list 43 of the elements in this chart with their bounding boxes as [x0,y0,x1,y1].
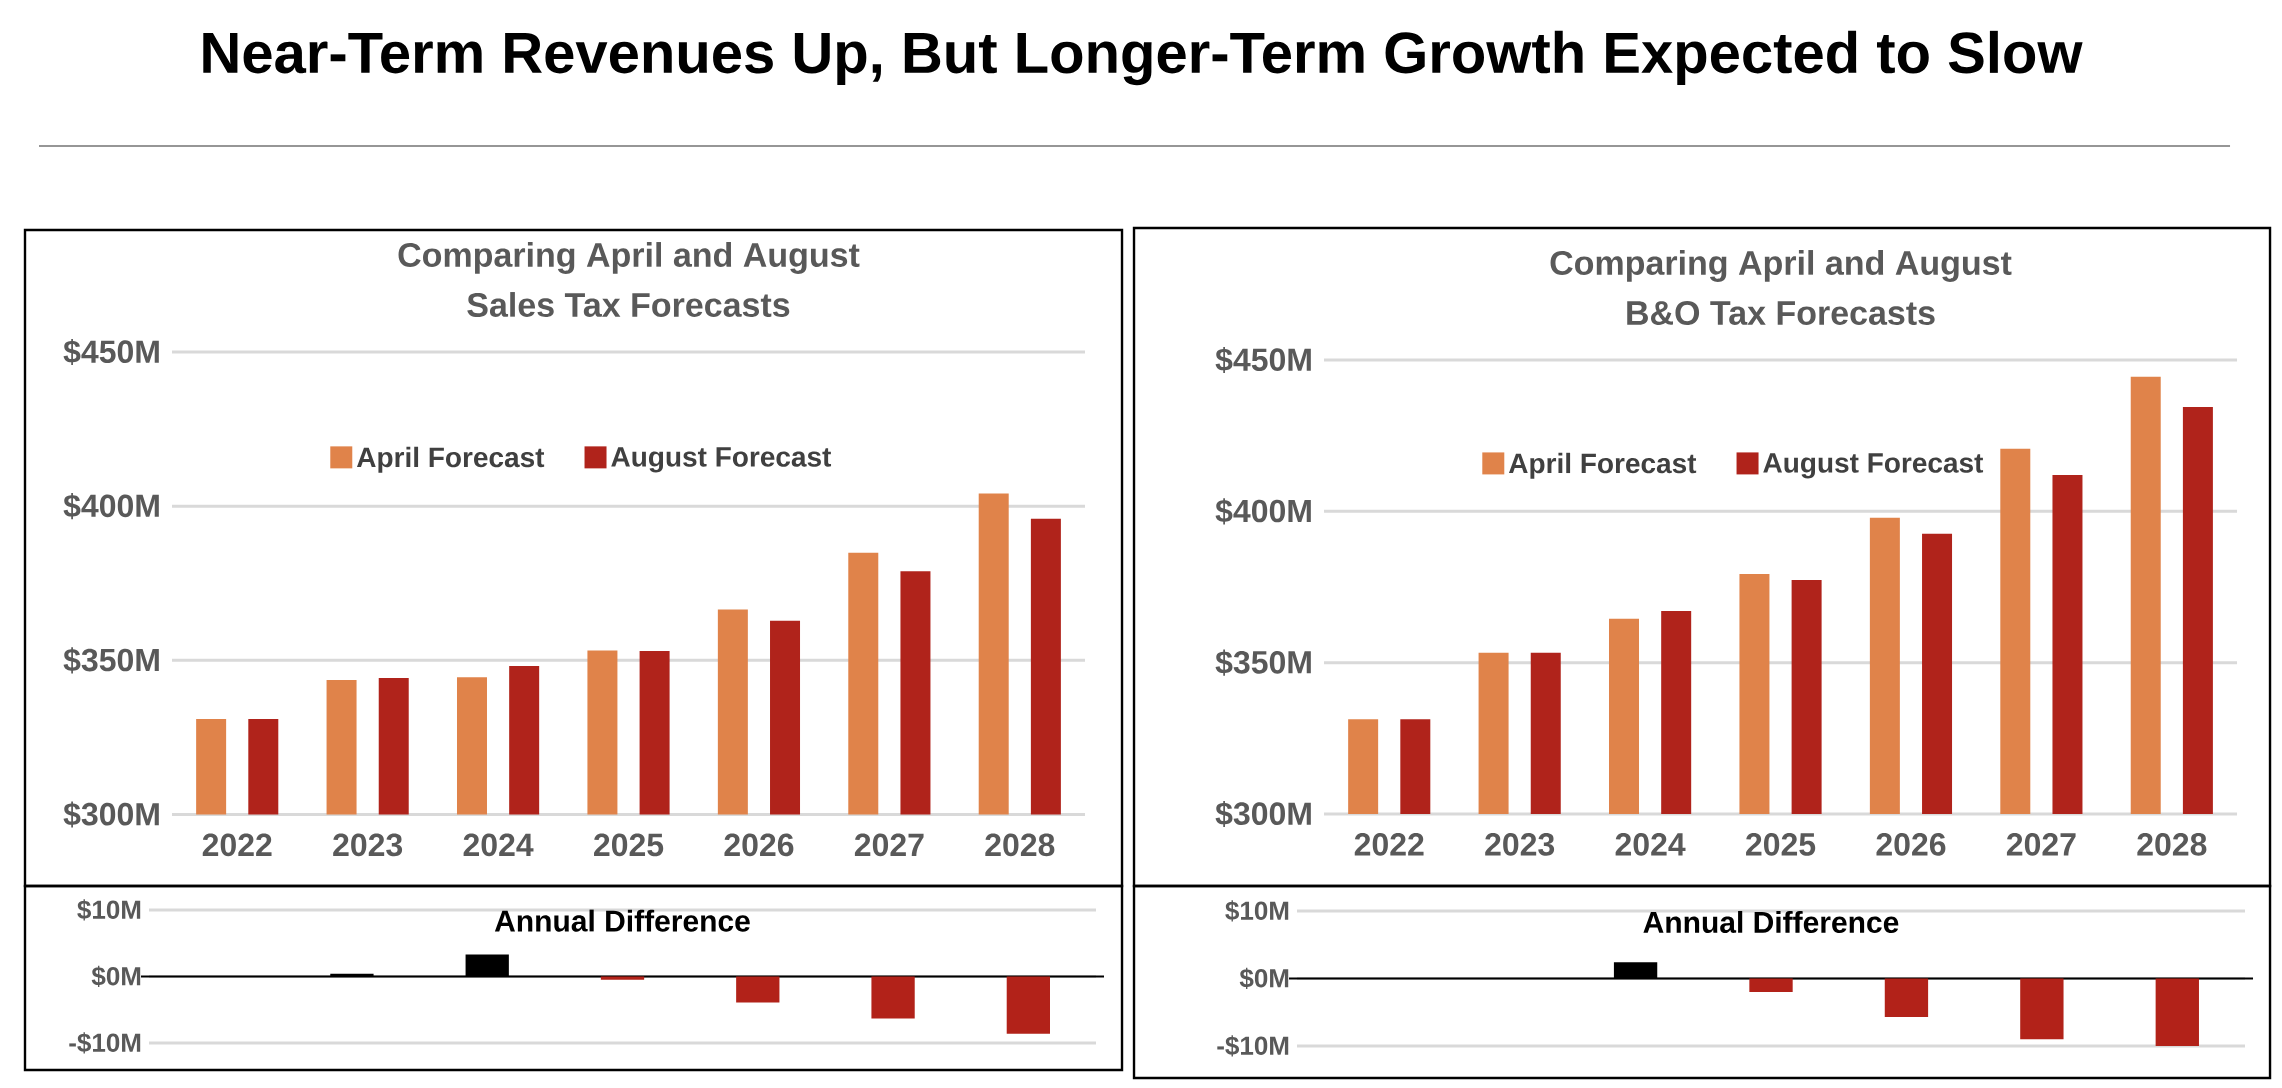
x-tick-label: 2025 [1746,833,1816,856]
chart-subtitle: Sales Tax Forecasts [467,292,790,318]
y-tick-label: -$10M [69,1032,141,1054]
y-tick-label: $350M [63,647,159,674]
x-tick-label: 2027 [2006,833,2076,856]
bar [871,976,915,1019]
y-tick-label: $300M [63,801,159,828]
x-tick-label: 2027 [854,833,924,857]
bar [736,976,780,1003]
x-tick-label: 2028 [2137,833,2207,856]
y-tick-label: $350M [1215,649,1311,676]
y-tick-label: $0M [1239,967,1289,990]
bar [600,976,645,980]
legend-label: April Forecast [356,446,545,473]
x-tick-label: 2022 [202,833,272,857]
y-tick-label: $10M [1225,900,1289,922]
chart-title: Comparing April and August [1550,250,2012,282]
chart-title: Annual Difference [1643,910,1899,933]
x-tick-label: 2023 [1485,833,1555,856]
chart-title: Annual Difference [494,909,750,932]
y-tick-label: $300M [1215,800,1311,828]
chart-title: Comparing April and August [398,242,860,274]
y-tick-label: $400M [63,493,159,520]
bar [1006,976,1050,1034]
y-tick-label: $450M [63,338,159,366]
x-tick-label: 2028 [985,833,1055,857]
x-tick-label: 2023 [333,833,403,857]
text: Near-Term Revenues Up, But Longer-Term Growth Expected to Slow [203,30,2083,86]
x-tick-label: 2024 [1615,833,1686,856]
y-tick-label: $450M [1215,346,1311,374]
legend-label: August Forecast [611,447,832,473]
y-tick-label: $0M [91,965,141,988]
chart-subtitle: B&O Tax Forecasts [1627,300,1935,326]
x-tick-label: 2026 [1876,833,1946,856]
y-tick-label: $10M [77,899,141,921]
x-tick-label: 2025 [594,833,664,857]
legend-label: April Forecast [1508,452,1697,479]
x-tick-label: 2024 [463,833,534,857]
y-tick-label: -$10M [1217,1035,1289,1057]
x-tick-label: 2022 [1354,833,1424,856]
x-tick-label: 2026 [724,833,794,857]
y-tick-label: $400M [1215,498,1311,525]
legend-label: August Forecast [1763,453,1984,479]
